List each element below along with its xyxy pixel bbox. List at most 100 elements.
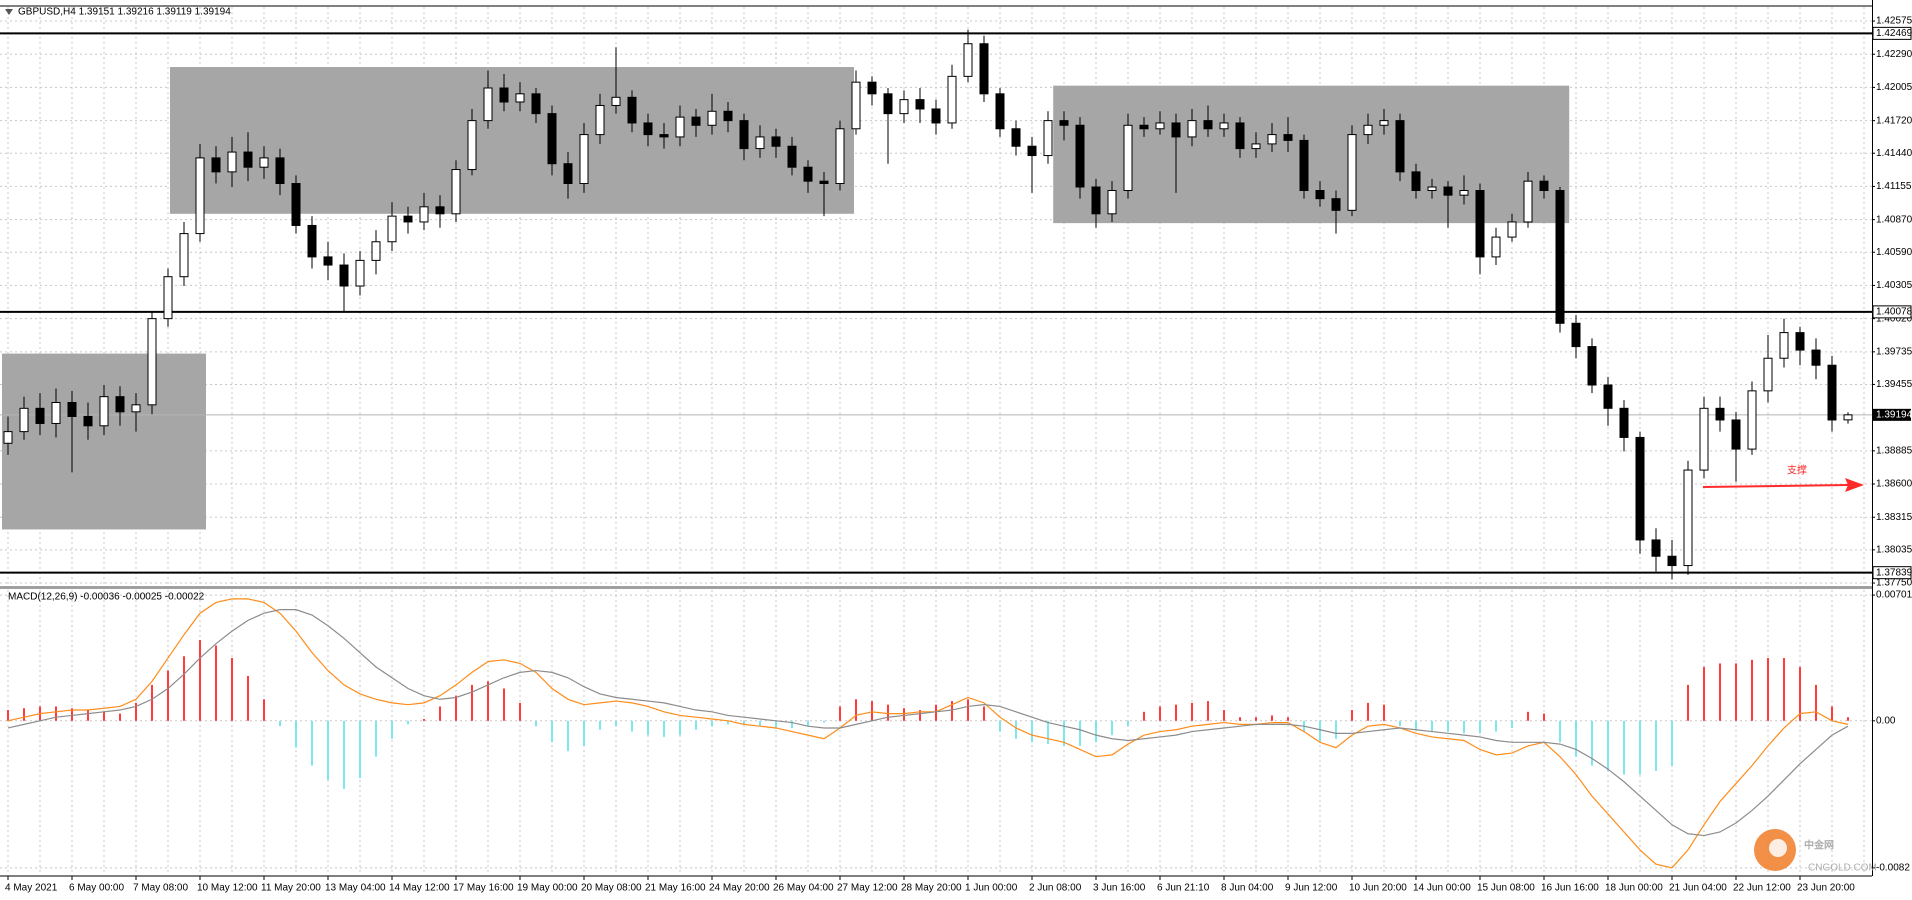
watermark-logo-inner	[1769, 839, 1787, 857]
candle-body	[19, 407, 29, 433]
candle-body	[1475, 190, 1485, 258]
macd-histogram-bar	[1383, 704, 1385, 721]
candle-body	[1619, 407, 1629, 438]
macd-histogram-bar	[183, 656, 185, 721]
macd-histogram-bar	[807, 720, 809, 727]
macd-histogram-bar	[279, 720, 281, 727]
macd-histogram-bar	[295, 720, 297, 748]
symbol-icon[interactable]	[5, 9, 13, 15]
zone	[2, 353, 206, 530]
macd-histogram-bar	[199, 640, 201, 721]
macd-histogram-bar	[599, 720, 601, 730]
candle-body	[1811, 349, 1821, 366]
macd-histogram-bar	[423, 719, 425, 721]
candle-body	[3, 431, 13, 444]
candle-body	[499, 87, 509, 103]
level-label: 1.37839	[1876, 567, 1912, 578]
candle-body	[211, 157, 221, 173]
candle-body	[867, 81, 877, 95]
macd-histogram-bar	[1431, 720, 1433, 732]
macd-histogram-bar	[135, 702, 137, 721]
macd-histogram-bar	[1239, 717, 1241, 721]
candle-body	[1395, 120, 1405, 173]
macd-histogram-bar	[647, 720, 649, 736]
x-tick-label: 22 Jun 12:00	[1733, 883, 1791, 894]
candle-body	[1459, 190, 1469, 196]
candle-body	[195, 157, 205, 235]
candle-body	[579, 134, 589, 185]
candle-body	[643, 122, 653, 136]
candle-body	[1587, 346, 1597, 386]
macd-histogram-bar	[1479, 720, 1481, 734]
macd-histogram-bar	[1735, 663, 1737, 721]
macd-histogram-bar	[983, 706, 985, 721]
x-tick-label: 3 Jun 16:00	[1093, 883, 1146, 894]
macd-histogram-bar	[759, 720, 761, 727]
macd-histogram-bar	[167, 670, 169, 721]
candle-body	[1267, 134, 1277, 145]
macd-histogram-bar	[1335, 720, 1337, 739]
candle-body	[1363, 124, 1373, 136]
x-tick-label: 10 May 12:00	[197, 883, 258, 894]
macd-histogram-bar	[487, 681, 489, 721]
y-tick-label: 1.40305	[1876, 280, 1912, 291]
annotation-arrowhead	[1845, 478, 1864, 492]
candle-body	[1011, 128, 1021, 147]
macd-histogram-bar	[1031, 720, 1033, 743]
candle-body	[547, 113, 557, 165]
macd-histogram-bar	[87, 710, 89, 721]
candle-body	[851, 81, 861, 130]
macd-histogram-bar	[71, 708, 73, 721]
macd-histogram-bar	[1687, 684, 1689, 721]
macd-histogram-bar	[1255, 717, 1257, 721]
macd-histogram-bar	[1415, 720, 1417, 730]
macd-histogram-bar	[1655, 720, 1657, 771]
macd-histogram-bar	[1207, 701, 1209, 721]
level-label-box	[1872, 566, 1912, 580]
candle-body	[291, 183, 301, 226]
macd-histogram-bar	[327, 720, 329, 780]
candle-body	[1299, 139, 1309, 192]
macd-histogram-bar	[1319, 720, 1321, 743]
candle-body	[1219, 122, 1229, 130]
candle-body	[1155, 122, 1165, 130]
macd-histogram-bar	[663, 720, 665, 737]
candle-body	[1731, 419, 1741, 450]
candle-body	[947, 75, 957, 124]
y-tick-label: 1.40590	[1876, 247, 1912, 258]
macd-histogram-bar	[1511, 720, 1513, 728]
macd-histogram-bar	[23, 708, 25, 721]
macd-histogram-bar	[887, 704, 889, 721]
y-tick-label: 1.39735	[1876, 346, 1912, 357]
candle-body	[995, 93, 1005, 130]
candle-body	[1187, 120, 1197, 138]
candle-body	[163, 276, 173, 320]
macd-histogram-bar	[823, 720, 825, 723]
level-label-box	[1872, 26, 1912, 40]
x-tick-label: 14 May 12:00	[389, 883, 450, 894]
x-tick-label: 19 May 00:00	[517, 883, 578, 894]
macd-header: MACD(12,26,9) -0.00036 -0.00025 -0.00022	[8, 592, 205, 603]
macd-histogram-bar	[1559, 720, 1561, 743]
y-tick-label: 0.00701	[1876, 590, 1912, 601]
candle-body	[1075, 124, 1085, 188]
y-tick-label: 1.42575	[1876, 16, 1912, 27]
level-label: 1.42469	[1876, 28, 1912, 39]
x-tick-label: 11 May 20:00	[261, 883, 321, 894]
x-tick-label: 8 Jun 04:00	[1221, 883, 1274, 894]
macd-histogram-bar	[1767, 658, 1769, 721]
macd-histogram-bar	[935, 704, 937, 721]
candle-body	[1203, 120, 1213, 130]
candle-body	[915, 99, 925, 110]
candle-body	[371, 241, 381, 261]
x-tick-label: 27 May 12:00	[837, 883, 898, 894]
macd-histogram-bar	[903, 708, 905, 721]
last-price-box	[1873, 408, 1911, 421]
macd-histogram-bar	[1143, 711, 1145, 721]
candle-body	[627, 96, 637, 124]
macd-histogram-bar	[1399, 720, 1401, 727]
y-tick-label: 1.40020	[1876, 313, 1912, 324]
macd-histogram-bar	[1831, 706, 1833, 721]
level-label-box	[1872, 305, 1912, 319]
macd-histogram-bar	[471, 684, 473, 721]
